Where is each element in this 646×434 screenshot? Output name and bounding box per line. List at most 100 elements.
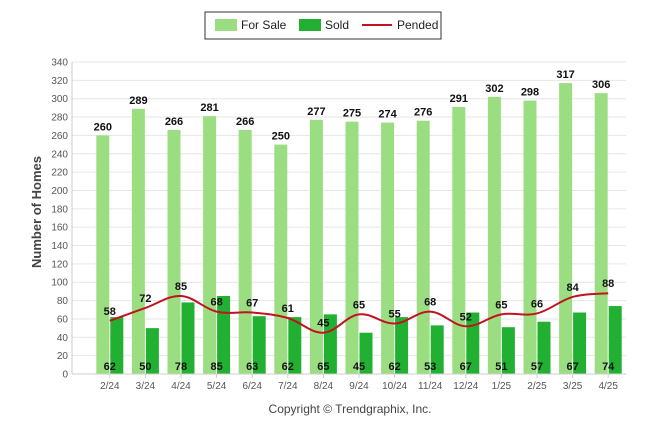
sold-value-label: 50 xyxy=(139,361,151,373)
for-sale-value-label: 302 xyxy=(485,83,503,95)
legend-label-pended: Pended xyxy=(397,18,438,32)
x-tick-label: 3/24 xyxy=(136,381,156,392)
x-tick-label: 9/24 xyxy=(349,381,369,392)
pended-value-label: 55 xyxy=(388,309,400,321)
pended-value-label: 65 xyxy=(495,299,507,311)
sold-value-label: 78 xyxy=(175,361,187,373)
bar-sold xyxy=(145,328,159,374)
y-tick-label: 260 xyxy=(51,131,68,142)
pended-value-label: 65 xyxy=(353,299,365,311)
x-tick-label: 2/25 xyxy=(527,381,547,392)
legend-swatch-sold xyxy=(299,19,321,31)
y-tick-label: 300 xyxy=(51,94,68,105)
x-tick-label: 4/24 xyxy=(171,381,191,392)
for-sale-value-label: 317 xyxy=(556,69,574,81)
x-tick-label: 5/24 xyxy=(207,381,227,392)
x-tick-label: 2/24 xyxy=(100,381,120,392)
pended-line-group xyxy=(109,292,609,334)
sold-value-label: 67 xyxy=(566,361,578,373)
x-tick-label: 1/25 xyxy=(492,381,512,392)
pended-line xyxy=(109,292,609,334)
bar-sold xyxy=(608,306,622,374)
pended-value-label: 66 xyxy=(531,298,543,310)
for-sale-value-label: 266 xyxy=(236,116,254,128)
y-tick-label: 280 xyxy=(51,113,68,124)
sold-value-label: 62 xyxy=(282,361,294,373)
sold-value-label: 65 xyxy=(317,361,329,373)
for-sale-value-label: 276 xyxy=(414,107,432,119)
bar-for-sale xyxy=(96,135,110,374)
for-sale-value-label: 291 xyxy=(450,93,468,105)
y-tick-label: 220 xyxy=(51,168,68,179)
bar-sold xyxy=(252,316,266,374)
sold-value-label: 62 xyxy=(104,361,116,373)
for-sale-value-label: 275 xyxy=(343,108,361,120)
legend-swatch-for-sale xyxy=(215,19,237,31)
pended-value-label: 72 xyxy=(139,293,151,305)
for-sale-value-label: 277 xyxy=(307,106,325,118)
bar-sold xyxy=(110,317,124,374)
pended-value-label: 68 xyxy=(210,297,222,309)
sold-value-label: 74 xyxy=(602,361,615,373)
x-tick-label: 8/24 xyxy=(314,381,334,392)
sold-value-label: 53 xyxy=(424,361,436,373)
x-tick-label: 10/24 xyxy=(382,381,407,392)
sold-value-label: 57 xyxy=(531,361,543,373)
pended-value-label: 58 xyxy=(104,306,116,318)
x-axis-ticks: 2/24 3/24 4/24 5/24 6/24 7/24 8/24 9/24 10/24 11/… xyxy=(100,374,618,392)
y-axis-title: Number of Homes xyxy=(29,156,44,268)
x-tick-label: 7/24 xyxy=(278,381,298,392)
legend: For Sale Sold Pended xyxy=(204,11,442,40)
y-tick-label: 80 xyxy=(57,296,69,307)
sold-value-label: 62 xyxy=(388,361,400,373)
y-tick-label: 120 xyxy=(51,259,68,270)
y-tick-label: 240 xyxy=(51,149,68,160)
pended-value-label: 84 xyxy=(566,282,579,294)
for-sale-value-label: 260 xyxy=(94,121,112,133)
for-sale-value-label: 274 xyxy=(378,109,397,121)
bar-sold xyxy=(430,325,444,374)
bar-sold xyxy=(573,312,587,374)
bar-for-sale xyxy=(452,106,466,374)
pended-value-label: 52 xyxy=(460,311,472,323)
x-tick-label: 11/24 xyxy=(418,381,443,392)
bar-for-sale xyxy=(381,122,395,375)
data-labels: 260 62 58 289 50 72 266 78 85 281 85 68 266 63 67 250 62… xyxy=(94,69,616,373)
bar-sold xyxy=(501,327,515,374)
bar-sold xyxy=(288,317,302,374)
y-tick-label: 320 xyxy=(51,76,68,87)
sold-value-label: 67 xyxy=(460,361,472,373)
bar-for-sale xyxy=(487,96,501,374)
bar-for-sale xyxy=(416,120,430,375)
y-tick-label: 140 xyxy=(51,241,68,252)
x-tick-label: 12/24 xyxy=(453,381,478,392)
x-tick-label: 3/25 xyxy=(563,381,583,392)
bar-sold xyxy=(537,321,551,374)
pended-value-label: 61 xyxy=(282,303,294,315)
bar-for-sale xyxy=(167,129,181,374)
for-sale-value-label: 266 xyxy=(165,116,183,128)
pended-value-label: 88 xyxy=(602,278,614,290)
sold-value-label: 45 xyxy=(353,361,365,373)
for-sale-value-label: 281 xyxy=(200,102,218,114)
for-sale-value-label: 289 xyxy=(129,95,147,107)
legend-label-for-sale: For Sale xyxy=(241,18,287,32)
legend-label-sold: Sold xyxy=(325,18,349,32)
copyright-footer: Copyright © Trendgraphix, Inc. xyxy=(269,402,432,416)
bar-sold xyxy=(181,302,195,374)
for-sale-value-label: 250 xyxy=(272,131,290,143)
for-sale-value-label: 298 xyxy=(521,87,539,99)
y-tick-label: 100 xyxy=(51,278,68,289)
bar-for-sale xyxy=(523,100,537,375)
pended-value-label: 85 xyxy=(175,281,187,293)
bar-sold xyxy=(395,317,409,374)
bar-for-sale xyxy=(238,129,252,374)
bar-for-sale xyxy=(559,83,573,374)
x-tick-label: 6/24 xyxy=(242,381,262,392)
y-tick-label: 200 xyxy=(51,186,68,197)
pended-value-label: 45 xyxy=(317,318,329,330)
bar-sold xyxy=(217,296,231,374)
pended-value-label: 68 xyxy=(424,297,436,309)
y-axis-ticks: 0 20 40 60 80 100 120 140 160 180 200 220 240 260 280 3… xyxy=(51,58,68,381)
